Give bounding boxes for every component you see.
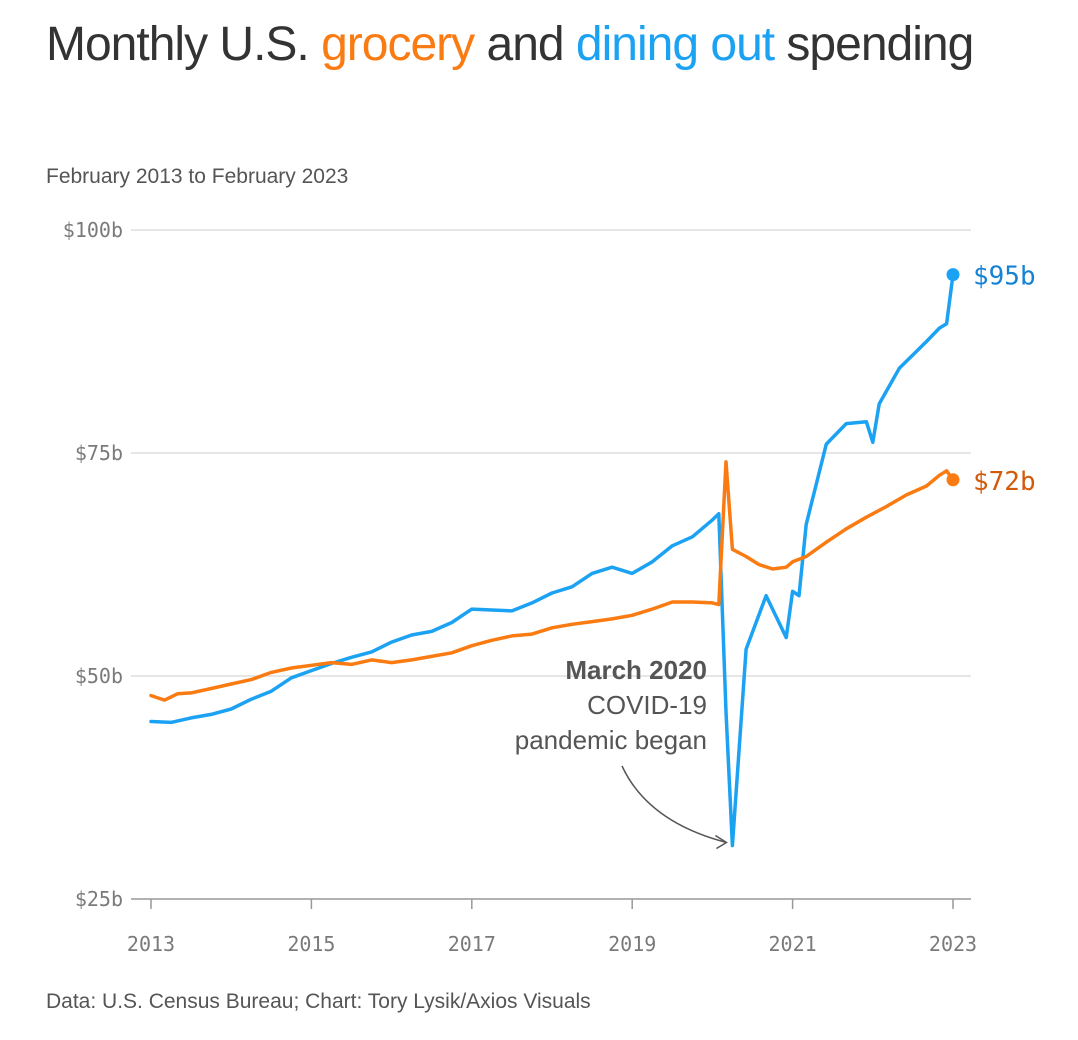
y-tick-label: $75b — [75, 441, 123, 465]
y-tick-label: $100b — [63, 218, 123, 242]
annotation-line: March 2020 — [565, 655, 707, 685]
x-tick-label: 2013 — [127, 932, 175, 956]
title-conjunction: and — [474, 18, 576, 71]
x-tick-label: 2015 — [287, 932, 335, 956]
grocery-line — [149, 460, 955, 702]
annotation-line: COVID-19 — [587, 690, 707, 720]
annotation-arrow — [621, 765, 727, 844]
title-grocery-word: grocery — [321, 18, 475, 71]
dining-out-end-point — [946, 268, 960, 282]
grocery-end-label: $72b — [973, 467, 1036, 497]
x-tick-label: 2017 — [448, 932, 496, 956]
title-suffix: spending — [774, 18, 974, 71]
annotation-arrowhead — [715, 834, 728, 850]
chart-title: Monthly U.S. grocery and dining out spen… — [46, 12, 1046, 78]
title-prefix: Monthly U.S. — [46, 18, 322, 71]
x-tick-label: 2019 — [608, 932, 656, 956]
title-dining-word: dining out — [575, 18, 775, 71]
chart-source-note: Data: U.S. Census Bureau; Chart: Tory Ly… — [46, 990, 591, 1013]
x-tick-label: 2021 — [769, 932, 817, 956]
y-tick-label: $50b — [75, 664, 123, 688]
y-tick-label: $25b — [75, 887, 123, 911]
grocery-end-point — [946, 473, 960, 487]
x-tick-label: 2023 — [929, 932, 977, 956]
dining-out-line — [149, 272, 955, 848]
chart-subtitle: February 2013 to February 2023 — [46, 165, 349, 188]
annotation-line: pandemic began — [515, 725, 707, 755]
dining-out-end-label: $95b — [973, 262, 1036, 292]
line-chart: $25b $50b $75b $100b 2013 2015 2017 2019 2021 20… — [63, 218, 1036, 956]
